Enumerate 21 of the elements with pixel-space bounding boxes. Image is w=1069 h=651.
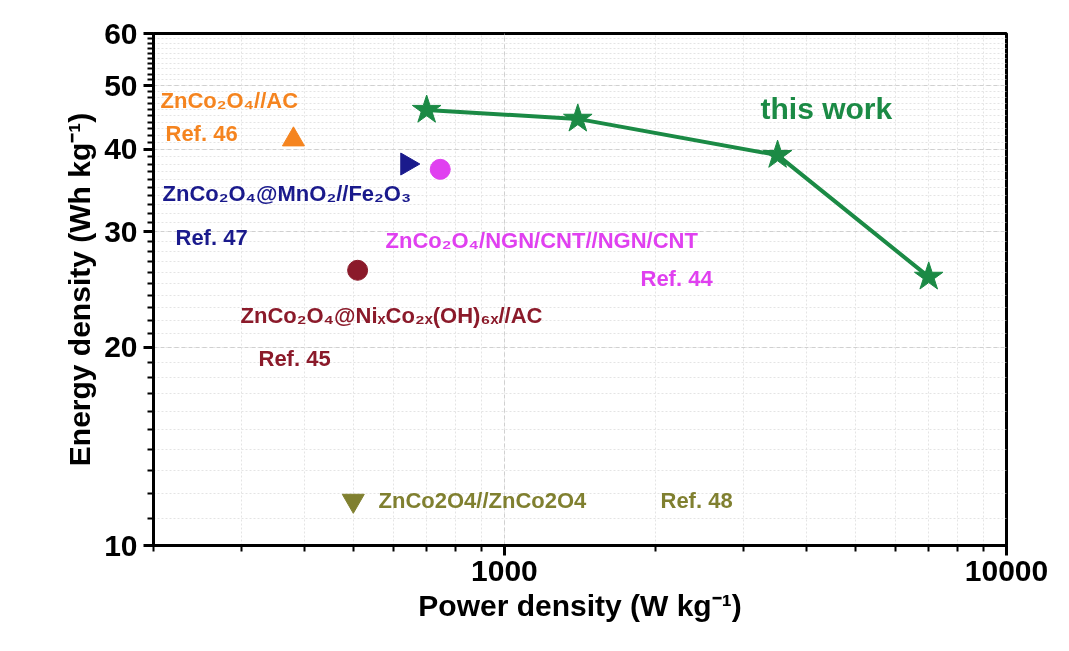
x-tick-label: 10000 [964,553,1049,587]
annotation: Ref. 47 [175,225,248,250]
y-tick-label: 40 [104,132,138,166]
x-tick-label: 1000 [471,553,538,587]
y-tick-label: 60 [104,16,138,50]
x-axis-title: Power density (W kg⁻¹) [418,588,742,622]
y-axis-title: Energy density (Wh kg⁻¹) [63,112,97,467]
series-label: ZnCo₂O₄//AC [160,88,299,113]
y-tick-label: 20 [104,330,138,364]
y-tick-label: 30 [104,214,138,248]
y-tick-label: 10 [104,528,138,562]
y-tick-label: 50 [104,68,138,102]
annotation: Ref. 48 [660,488,733,513]
text: ZnCo₂O₄/NGN/CNT//NGN/CNT [385,228,699,253]
annotation: Ref. 45 [258,346,331,371]
text: ZnCo₂O₄@NiₓCo₂ₓ(OH)₆ₓ//AC [240,303,543,328]
series-label: ZnCo2O4//ZnCo2O4 [378,488,588,513]
annotation: Ref. 46 [165,121,238,146]
series-label: this work [760,92,893,125]
series-label: ZnCo₂O₄@MnO₂//Fe₂O₃ [162,181,412,206]
annotation: Ref. 44 [640,266,714,291]
